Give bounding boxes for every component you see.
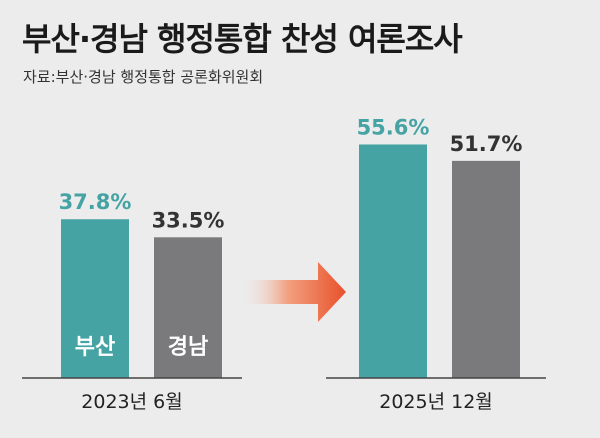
series-label: 경남: [168, 335, 208, 360]
bar-경남-0: [154, 237, 222, 378]
value-label: 55.6%: [357, 115, 430, 139]
bar-경남-1: [452, 160, 520, 378]
bar-부산-0: [61, 219, 129, 378]
bar-부산-1: [359, 144, 427, 378]
value-label: 33.5%: [152, 208, 225, 232]
series-label: 부산: [75, 335, 115, 360]
value-label: 37.8%: [59, 190, 132, 214]
source-note: 자료:부산·경남 행정통합 공론화위원회: [23, 68, 264, 86]
group-label: 2023년 6월: [81, 391, 182, 413]
arrow-right-icon: [240, 262, 346, 322]
group-label: 2025년 12월: [379, 391, 493, 413]
value-label: 51.7%: [450, 132, 523, 156]
page-title: 부산·경남 행정통합 찬성 여론조사: [22, 20, 463, 58]
